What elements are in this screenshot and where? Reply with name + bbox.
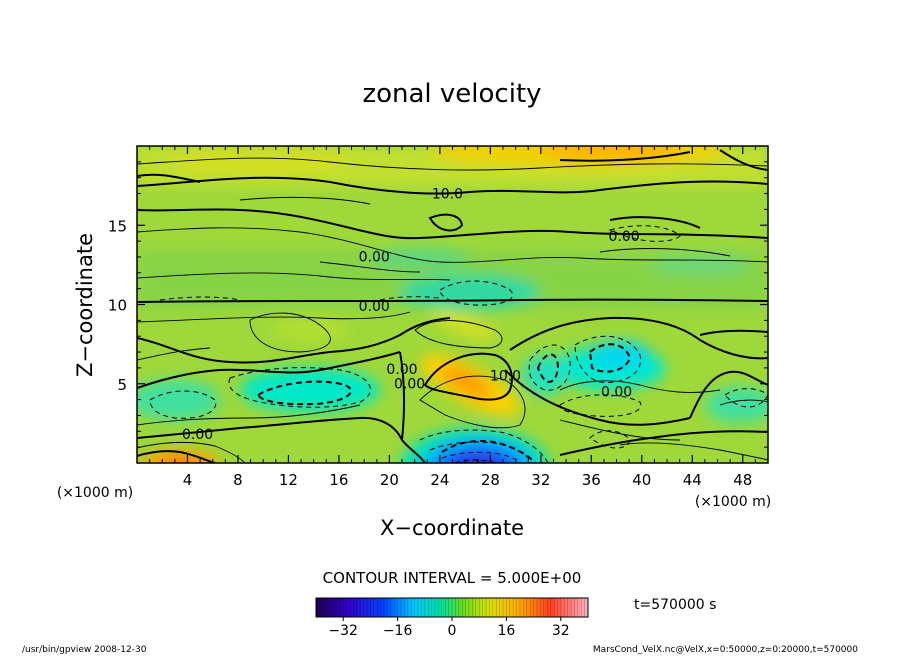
y-tick-label: 15	[108, 217, 127, 235]
footer-left-text: /usr/bin/gpview 2008-12-30	[22, 645, 147, 654]
contour-label: 10.0	[432, 186, 463, 202]
y-axis: 5 10 15	[108, 161, 768, 448]
x-tick-label: 12	[279, 471, 298, 489]
colorbar-tick-label: −16	[383, 623, 413, 639]
contour-label: 0.00	[359, 299, 390, 315]
x-axis: 4 8 12 16 20 24 28 32 36 40 44 48	[149, 146, 756, 489]
y-tick-label: 5	[117, 376, 127, 394]
contour-interval-text: CONTOUR INTERVAL = 5.000E+00	[323, 569, 582, 587]
contour-labels: 10.00.000.000.000.000.00 10.00.000.00	[182, 186, 640, 443]
x-tick-label: 20	[380, 471, 399, 489]
x-tick-label: 36	[582, 471, 601, 489]
colorbar-tick-label: 0	[448, 623, 457, 639]
contour-label: 0.00	[601, 384, 632, 400]
x-tick-label: 4	[183, 471, 193, 489]
colorbar: −32 −16 0 16 32	[315, 597, 589, 639]
contour-label: 0.00	[394, 377, 425, 393]
y-axis-label: Z−coordinate	[73, 233, 97, 377]
contour-lines	[137, 149, 768, 463]
x-tick-label: 8	[233, 471, 243, 489]
contour-label: 0.00	[182, 427, 213, 443]
x-tick-label: 44	[683, 471, 702, 489]
x-tick-label: 48	[733, 471, 752, 489]
x-tick-label: 16	[329, 471, 348, 489]
x-tick-label: 32	[531, 471, 550, 489]
colorbar-tick-label: −32	[328, 623, 358, 639]
x-tick-label: 24	[430, 471, 449, 489]
contour-label: 0.00	[359, 250, 390, 266]
contour-label: 10.0	[490, 369, 521, 385]
contour-label: 0.00	[386, 362, 417, 378]
x-axis-label: X−coordinate	[380, 516, 524, 540]
chart-title: zonal velocity	[362, 79, 541, 109]
y-tick-label: 10	[108, 297, 127, 315]
colorbar-tick-label: 16	[497, 623, 515, 639]
footer-right-text: MarsCond_VelX.nc@VelX,x=0:50000,z=0:2000…	[593, 645, 858, 654]
x-tick-label: 28	[481, 471, 500, 489]
colorbar-tick-label: 32	[552, 623, 570, 639]
x-unit-label: (×1000 m)	[695, 494, 771, 510]
contour-label: 0.00	[609, 229, 640, 245]
y-unit-label: (×1000 m)	[57, 485, 133, 501]
x-tick-label: 40	[632, 471, 651, 489]
time-label: t=570000 s	[634, 597, 716, 613]
